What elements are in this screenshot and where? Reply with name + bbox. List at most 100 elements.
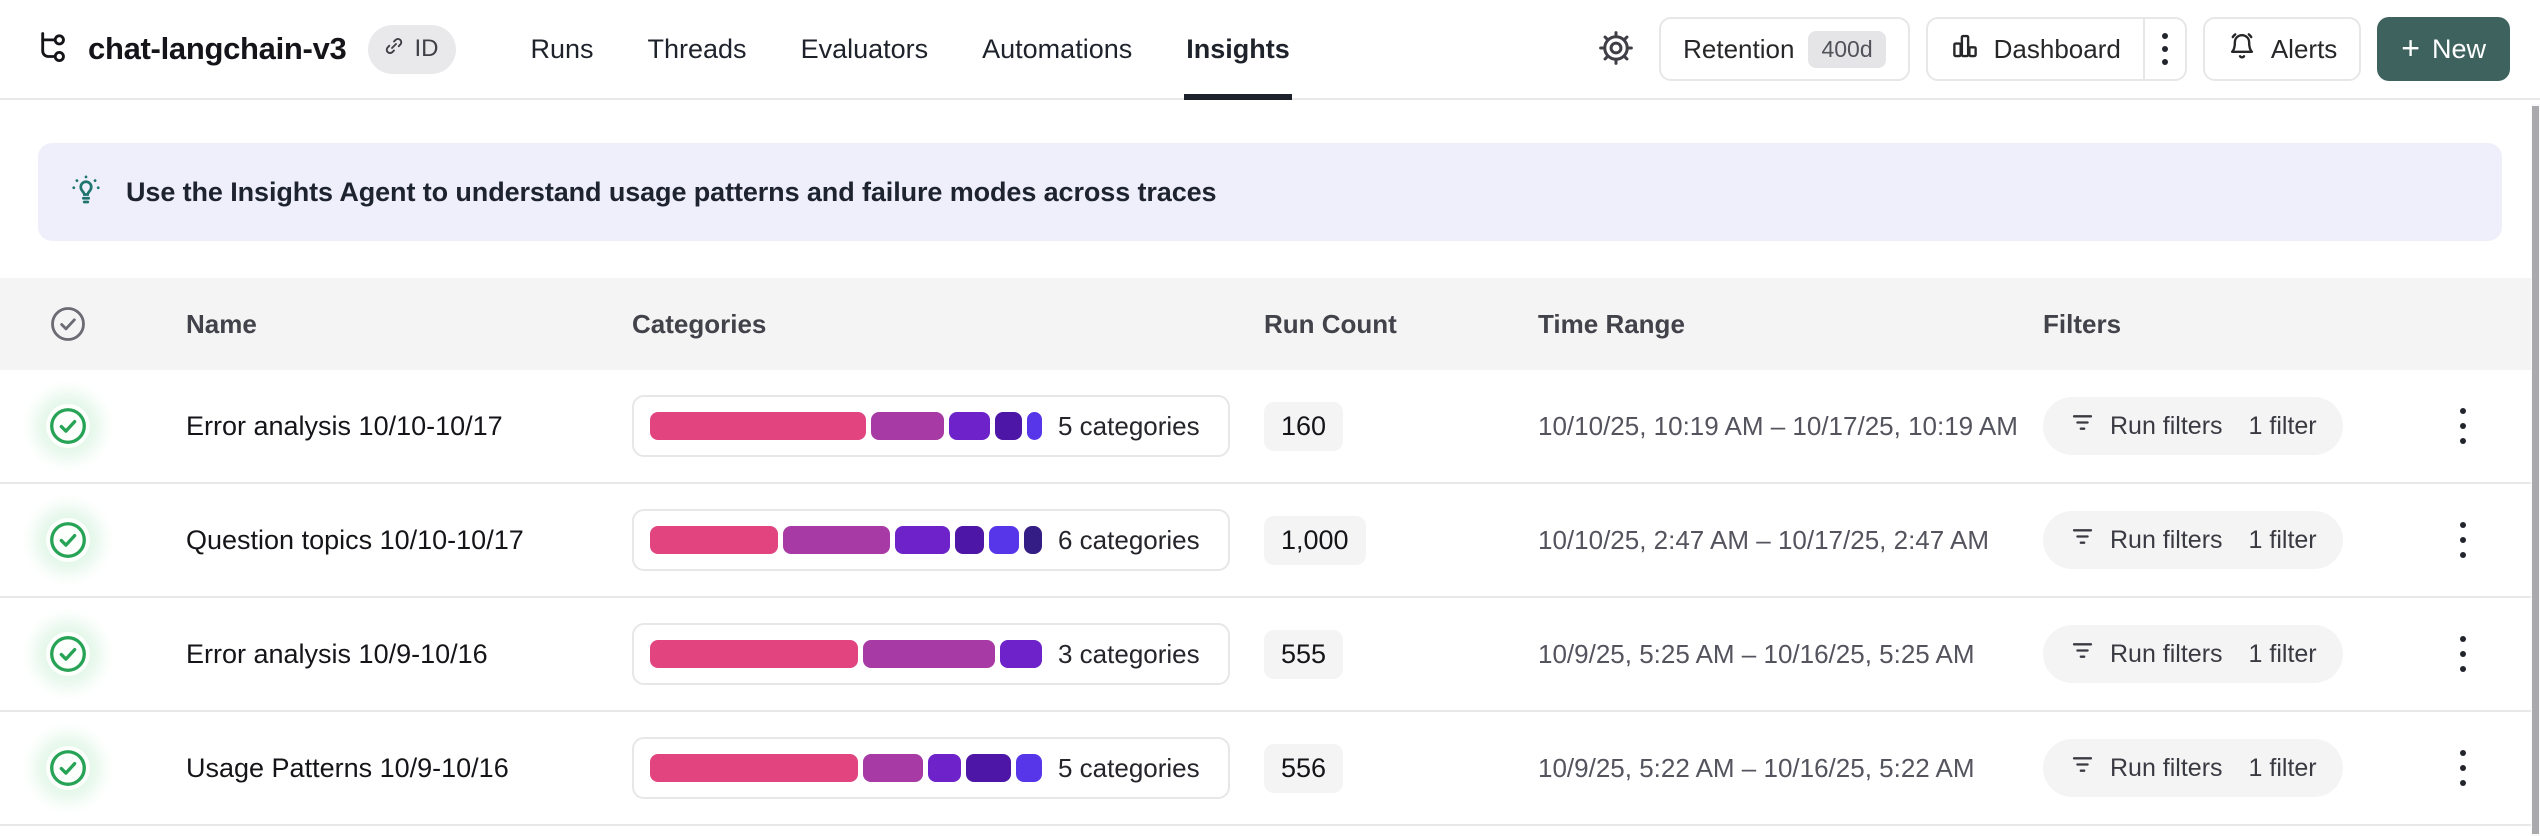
- nav-tabs: Runs Threads Evaluators Automations Insi…: [530, 0, 1292, 100]
- nav-tab-label: Evaluators: [800, 33, 929, 64]
- categories-box[interactable]: 5 categories: [632, 395, 1230, 457]
- select-all-check-icon[interactable]: [46, 302, 90, 346]
- run-count-badge: 555: [1264, 629, 1344, 679]
- header-actions: Retention 400d Dashboard: [1589, 17, 2510, 81]
- retention-label: Retention: [1683, 33, 1795, 64]
- table-body: Error analysis 10/10-10/17 5 categories …: [0, 370, 2533, 826]
- categories-bar: [650, 754, 1042, 782]
- scrollbar-thumb[interactable]: [2532, 106, 2539, 834]
- new-button[interactable]: + New: [2377, 17, 2510, 81]
- filter-lines-icon: [2069, 637, 2096, 671]
- category-segment: [1023, 526, 1042, 554]
- retention-value-badge: 400d: [1808, 30, 1886, 68]
- bar-chart-icon: [1950, 31, 1980, 68]
- run-filters-badge[interactable]: Run filters 1 filter: [2043, 397, 2343, 455]
- new-button-label: New: [2431, 33, 2486, 64]
- category-segment: [999, 640, 1042, 668]
- category-segment: [650, 412, 867, 440]
- page-title: chat-langchain-v3: [88, 31, 347, 66]
- category-segment: [894, 526, 950, 554]
- nav-tab-evaluators[interactable]: Evaluators: [801, 0, 929, 98]
- dashboard-button-group: Dashboard: [1925, 17, 2187, 81]
- filter-count-label: 1 filter: [2248, 753, 2317, 782]
- category-segment: [863, 754, 923, 782]
- button-group-divider: [2142, 19, 2145, 79]
- status-check-circle-icon: [46, 404, 90, 448]
- time-range: 10/9/25, 5:25 AM – 10/16/25, 5:25 AM: [1538, 638, 1975, 669]
- categories-box[interactable]: 6 categories: [632, 509, 1230, 571]
- retention-button[interactable]: Retention 400d: [1659, 17, 1910, 81]
- run-filters-badge[interactable]: Run filters 1 filter: [2043, 739, 2343, 797]
- category-segment: [871, 412, 944, 440]
- filter-count-label: 1 filter: [2248, 525, 2317, 554]
- table-row[interactable]: Usage Patterns 10/9-10/16 5 categories 5…: [0, 712, 2533, 826]
- category-segment: [989, 526, 1019, 554]
- bell-icon: [2227, 31, 2257, 68]
- insight-name[interactable]: Error analysis 10/10-10/17: [186, 410, 503, 441]
- nav-tab-runs[interactable]: Runs: [530, 0, 593, 98]
- category-segment: [966, 754, 1011, 782]
- category-segment: [954, 526, 985, 554]
- nav-tab-automations[interactable]: Automations: [982, 0, 1132, 98]
- insight-name[interactable]: Usage Patterns 10/9-10/16: [186, 752, 509, 783]
- nav-tab-threads[interactable]: Threads: [648, 0, 747, 98]
- scrollbar-track[interactable]: [2531, 104, 2540, 836]
- category-segment: [863, 640, 995, 668]
- trace-tree-icon: [34, 28, 72, 71]
- category-segment: [1026, 412, 1043, 440]
- category-segment: [650, 640, 859, 668]
- column-header-name: Name: [186, 308, 257, 339]
- filter-lines-icon: [2069, 523, 2096, 557]
- insights-table: Name Categories Run Count Time Range Fil…: [0, 278, 2533, 826]
- categories-box[interactable]: 5 categories: [632, 737, 1230, 799]
- category-segment: [948, 412, 991, 440]
- categories-count-label: 3 categories: [1058, 638, 1200, 669]
- row-menu-button[interactable]: [2450, 398, 2476, 454]
- column-header-filters: Filters: [2043, 308, 2122, 339]
- filter-lines-icon: [2069, 409, 2096, 443]
- table-row[interactable]: Question topics 10/10-10/17 6 categories…: [0, 484, 2533, 598]
- dashboard-more-button[interactable]: [2145, 19, 2185, 79]
- run-count-badge: 160: [1264, 401, 1344, 451]
- gear-icon: [1597, 29, 1635, 70]
- column-header-categories: Categories: [632, 308, 767, 339]
- category-segment: [650, 754, 859, 782]
- nav-tab-label: Runs: [530, 33, 594, 64]
- table-row[interactable]: Error analysis 10/10-10/17 5 categories …: [0, 370, 2533, 484]
- categories-bar: [650, 640, 1042, 668]
- run-filters-badge[interactable]: Run filters 1 filter: [2043, 511, 2343, 569]
- row-menu-button[interactable]: [2450, 626, 2476, 682]
- nav-tab-label: Threads: [647, 33, 747, 64]
- filter-count-label: 1 filter: [2248, 639, 2317, 668]
- row-menu-button[interactable]: [2450, 740, 2476, 796]
- run-count-badge: 1,000: [1264, 515, 1366, 565]
- column-header-time-range: Time Range: [1538, 308, 1685, 339]
- run-filters-badge[interactable]: Run filters 1 filter: [2043, 625, 2343, 683]
- settings-button[interactable]: [1589, 21, 1643, 78]
- alerts-button[interactable]: Alerts: [2202, 17, 2362, 81]
- dashboard-label: Dashboard: [1993, 33, 2121, 64]
- plus-icon: +: [2401, 29, 2420, 66]
- nav-tab-insights[interactable]: Insights: [1184, 0, 1292, 100]
- categories-bar: [650, 526, 1042, 554]
- category-segment: [995, 412, 1022, 440]
- run-filters-label: Run filters: [2110, 525, 2223, 554]
- status-check-circle-icon: [46, 632, 90, 676]
- categories-box[interactable]: 3 categories: [632, 623, 1230, 685]
- nav-tab-label: Insights: [1186, 33, 1290, 64]
- status-check-circle-icon: [46, 518, 90, 562]
- column-header-run-count: Run Count: [1264, 308, 1397, 339]
- project-header: chat-langchain-v3 ID: [34, 24, 457, 74]
- table-row[interactable]: Error analysis 10/9-10/16 3 categories 5…: [0, 598, 2533, 712]
- category-segment: [927, 754, 962, 782]
- insight-name[interactable]: Question topics 10/10-10/17: [186, 524, 524, 555]
- lightbulb-icon: [68, 172, 104, 213]
- id-badge-label: ID: [414, 35, 439, 62]
- time-range: 10/10/25, 10:19 AM – 10/17/25, 10:19 AM: [1538, 410, 2018, 441]
- row-menu-button[interactable]: [2450, 512, 2476, 568]
- run-filters-label: Run filters: [2110, 639, 2223, 668]
- project-id-badge[interactable]: ID: [368, 24, 457, 74]
- insight-name[interactable]: Error analysis 10/9-10/16: [186, 638, 488, 669]
- dashboard-button[interactable]: Dashboard: [1928, 19, 2143, 79]
